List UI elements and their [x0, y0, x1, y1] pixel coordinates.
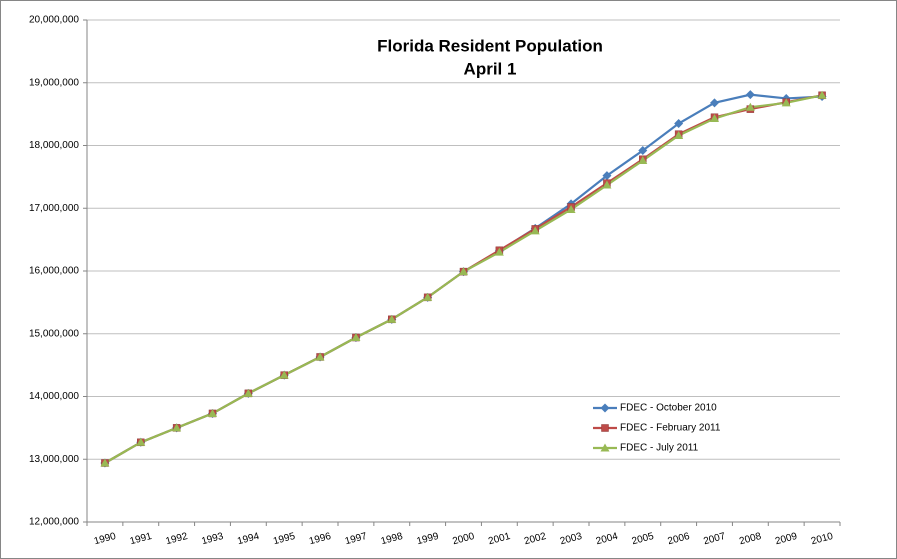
data-point [243, 388, 253, 397]
data-point [602, 171, 612, 181]
y-tick-label: 13,000,000 [29, 454, 79, 465]
y-tick-label: 14,000,000 [29, 391, 79, 402]
legend-marker [601, 424, 609, 432]
y-tick-label: 20,000,000 [29, 15, 79, 26]
data-point [208, 408, 217, 417]
data-point [638, 146, 648, 156]
legend-marker [600, 443, 610, 452]
data-point [459, 267, 468, 276]
data-point [817, 90, 827, 99]
data-point [423, 292, 433, 301]
data-point [315, 352, 325, 361]
data-point [674, 130, 684, 139]
data-point [387, 314, 397, 323]
data-point [674, 119, 684, 129]
y-tick-label: 18,000,000 [29, 140, 79, 151]
chart-title: Florida Resident Population [377, 36, 603, 55]
data-point [710, 114, 719, 123]
data-point [136, 437, 146, 446]
chart-subtitle: April 1 [464, 59, 517, 78]
y-tick-label: 15,000,000 [29, 328, 79, 339]
legend-label: FDEC - July 2011 [620, 443, 699, 454]
data-point [279, 370, 289, 379]
data-point [494, 247, 504, 256]
y-tick-label: 16,000,000 [29, 266, 79, 277]
data-point [530, 226, 540, 235]
data-point [745, 102, 755, 111]
data-point [566, 205, 576, 214]
data-point [781, 98, 791, 107]
data-point [172, 423, 182, 432]
legend-label: FDEC - February 2011 [620, 423, 721, 434]
legend-marker [600, 403, 610, 413]
y-tick-label: 19,000,000 [29, 77, 79, 88]
legend-label: FDEC - October 2010 [620, 403, 717, 414]
y-tick-label: 12,000,000 [29, 517, 79, 528]
data-point [710, 98, 719, 108]
data-point [638, 156, 648, 165]
data-point [351, 333, 361, 342]
data-point [100, 458, 110, 467]
y-tick-label: 17,000,000 [29, 203, 79, 214]
data-point [745, 90, 755, 100]
data-point [602, 180, 612, 189]
